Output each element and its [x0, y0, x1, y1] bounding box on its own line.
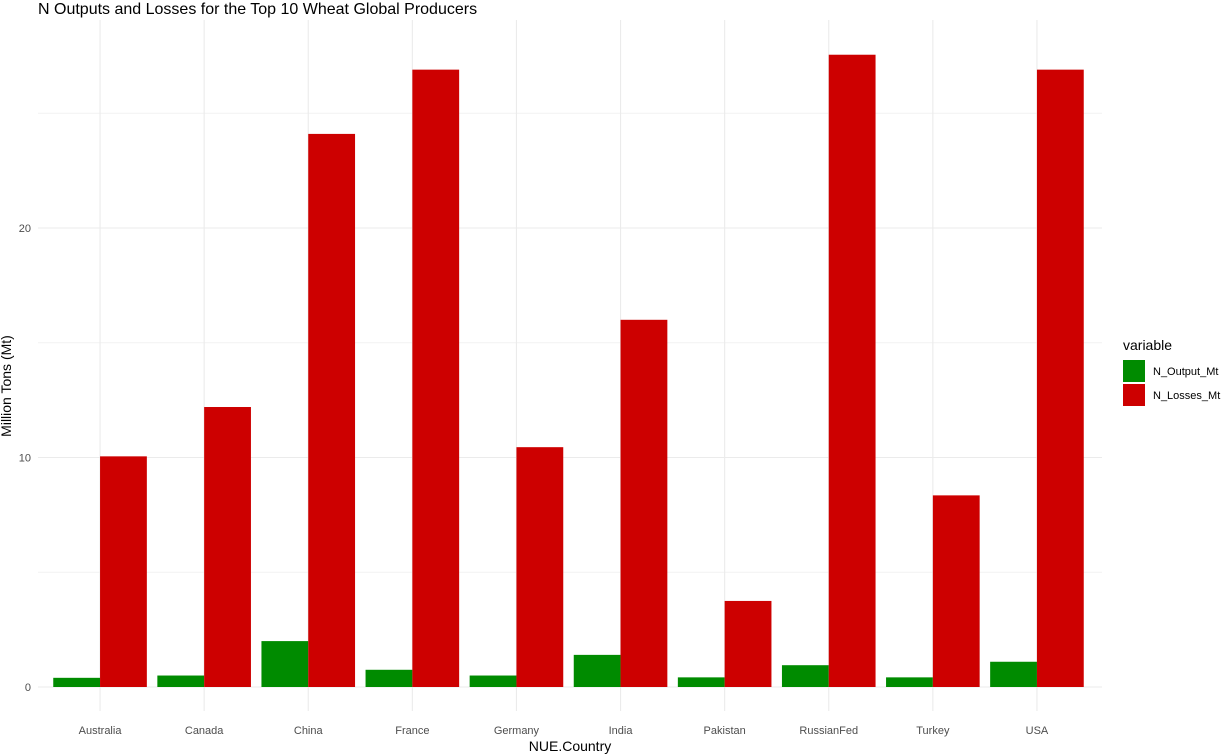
bar-n-losses-mt-australia — [100, 456, 147, 687]
bar-n-losses-mt-turkey — [932, 495, 980, 687]
x-tick-label: China — [294, 725, 324, 737]
bar-n-output-mt-australia — [53, 677, 101, 687]
x-axis-ticks: Australia Canada China France Germany India Pa… — [79, 725, 1049, 737]
bar-n-losses-mt-china — [308, 133, 356, 687]
bar-n-output-mt-pakistan — [677, 677, 725, 687]
bar-n-losses-mt-france — [412, 69, 460, 687]
bar-n-losses-mt-russianfed — [828, 54, 876, 688]
y-tick-label: 10 — [19, 453, 31, 465]
x-tick-label: Australia — [79, 725, 123, 737]
bar-n-losses-mt-pakistan — [724, 600, 772, 687]
bar-n-output-mt-india — [573, 654, 621, 687]
x-tick-label: India — [609, 725, 634, 737]
y-axis-title: Million Tons (Mt) — [0, 335, 14, 437]
bar-n-output-mt-canada — [157, 675, 205, 687]
bar-n-output-mt-china — [261, 641, 309, 687]
x-tick-label: Turkey — [916, 725, 950, 737]
x-tick-label: France — [395, 725, 429, 737]
x-tick-label: RussianFed — [799, 725, 858, 737]
bar-n-losses-mt-germany — [516, 447, 564, 687]
y-axis-ticks: 0 10 20 — [19, 223, 31, 694]
x-tick-label: Pakistan — [704, 725, 746, 737]
legend-title: variable — [1123, 337, 1172, 353]
legend-key-n-losses-mt — [1123, 384, 1145, 406]
chart-title: N Outputs and Losses for the Top 10 Whea… — [38, 1, 477, 18]
bar-n-losses-mt-india — [620, 319, 668, 687]
x-tick-label: Canada — [185, 725, 224, 737]
bar-n-output-mt-france — [365, 669, 413, 687]
y-tick-label: 20 — [19, 223, 31, 235]
legend-label: N_Output_Mt — [1153, 366, 1218, 378]
bar-n-output-mt-russianfed — [781, 665, 829, 687]
y-tick-label: 0 — [25, 682, 31, 694]
legend-label: N_Losses_Mt — [1153, 390, 1220, 402]
bar-n-output-mt-germany — [469, 675, 517, 687]
x-tick-label: USA — [1026, 725, 1049, 737]
legend: variable N_Output_Mt N_Losses_Mt — [1123, 337, 1220, 406]
x-tick-label: Germany — [494, 725, 540, 737]
bar-n-losses-mt-usa — [1036, 69, 1084, 687]
legend-key-n-output-mt — [1123, 360, 1145, 382]
bar-n-output-mt-turkey — [886, 677, 933, 687]
x-axis-title: NUE.Country — [529, 738, 611, 754]
bar-n-output-mt-usa — [990, 661, 1037, 687]
bar-n-losses-mt-canada — [204, 407, 251, 687]
bars — [53, 54, 1084, 688]
